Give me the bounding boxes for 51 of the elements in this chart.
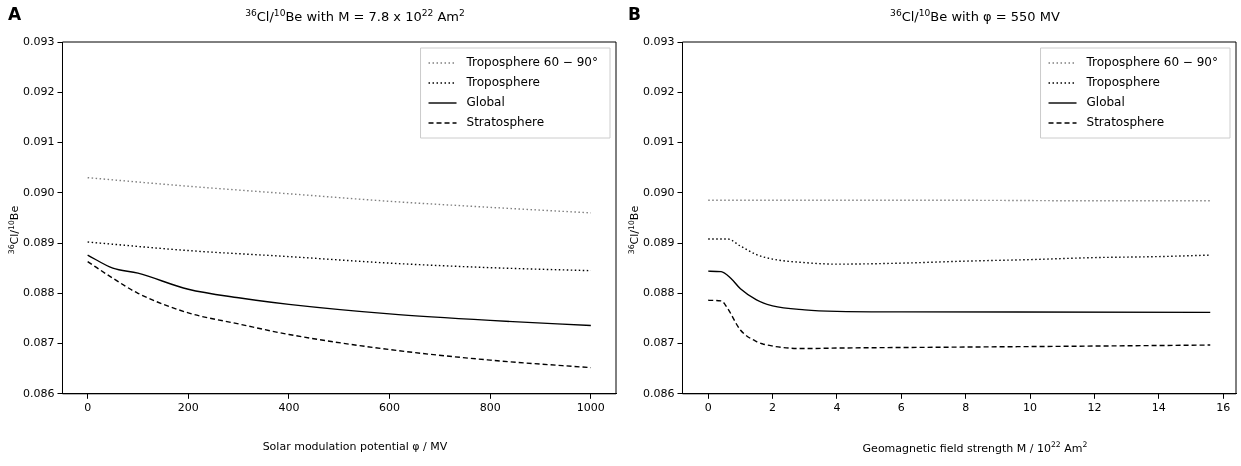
- y-tick-label: 0.086: [642, 386, 675, 400]
- text: B: [628, 4, 641, 24]
- line-series: [86, 254, 592, 327]
- x-tick-label: 8: [962, 401, 970, 415]
- legend-label: Global: [466, 95, 505, 110]
- y-tick-label: 0.090: [22, 185, 55, 199]
- x-axis-title: Solar modulation potential φ / MV: [261, 440, 449, 453]
- x-tick-label: 6: [897, 401, 905, 415]
- x-tick-label: 800: [479, 401, 501, 415]
- y-tick-label: 0.088: [642, 286, 675, 300]
- line-series: [86, 260, 592, 369]
- legend-label: Global: [1086, 95, 1125, 110]
- line-series: [707, 238, 1211, 265]
- y-tick-label: 0.093: [22, 34, 55, 48]
- y-tick-label: 0.087: [22, 336, 55, 350]
- y-tick-label: 0.088: [22, 286, 55, 300]
- legend-label: Stratosphere: [1086, 115, 1165, 130]
- y-tick-label: 0.092: [642, 85, 675, 99]
- y-tick-label: 0.092: [22, 85, 55, 99]
- x-tick-label: 14: [1151, 401, 1166, 415]
- line-series: [86, 176, 592, 214]
- x-tick-label: 0: [84, 401, 92, 415]
- chart-title: $^{36}$Cl/$^{10}$Be with φ = 550 MV: [889, 8, 1061, 25]
- x-tick-label: 16: [1216, 401, 1231, 415]
- legend-label: Stratosphere: [466, 115, 545, 130]
- chart-title: $^{36}$Cl/$^{10}$Be with M = 7.8 x 10$^{22}$ Am$^{2}$: [244, 8, 466, 25]
- x-tick-label: 200: [177, 401, 199, 415]
- y-tick-label: 0.091: [22, 135, 55, 149]
- line-series: [707, 299, 1211, 350]
- y-tick-label: 0.089: [22, 235, 55, 249]
- x-tick-label: 2: [769, 401, 777, 415]
- legend-label: Troposphere: [465, 75, 540, 90]
- y-tick-label: 0.093: [642, 34, 675, 48]
- x-tick-label: 1000: [576, 401, 605, 415]
- legend-label: Troposphere 60 − 90°: [1085, 55, 1218, 70]
- legend-label: Troposphere: [1085, 75, 1160, 90]
- y-tick-label: 0.090: [642, 185, 675, 199]
- x-tick-label: 4: [833, 401, 841, 415]
- y-tick-label: 0.089: [642, 235, 675, 249]
- y-tick-label: 0.087: [642, 336, 675, 350]
- x-tick-label: 600: [379, 401, 401, 415]
- x-tick-label: 0: [704, 401, 712, 415]
- y-tick-label: 0.086: [22, 386, 55, 400]
- x-tick-label: 400: [278, 401, 300, 415]
- y-tick-label: 0.091: [642, 135, 675, 149]
- x-tick-label: 12: [1087, 401, 1102, 415]
- text: A: [8, 4, 22, 24]
- x-axis-title: Geomagnetic field strength M / 10$^{22}$ Am$^{2}$: [861, 440, 1089, 455]
- x-tick-label: 10: [1023, 401, 1038, 415]
- legend-label: Troposphere 60 − 90°: [465, 55, 598, 70]
- line-series: [707, 270, 1211, 314]
